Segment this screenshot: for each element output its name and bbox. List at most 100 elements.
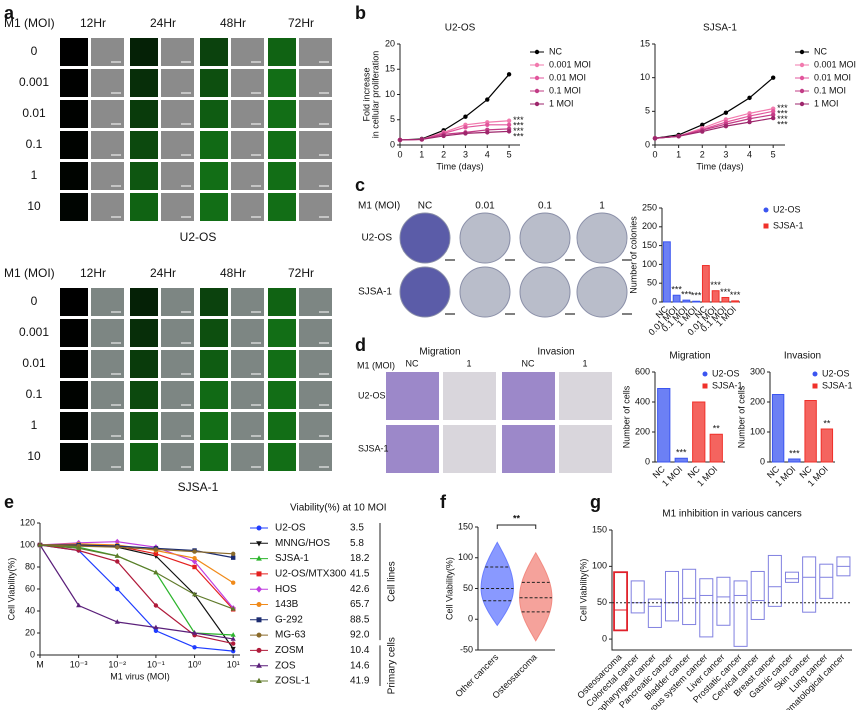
column-label: NC (522, 358, 535, 368)
data-point (770, 115, 776, 121)
legend-label: SJSA-1 (822, 380, 853, 390)
significance: *** (681, 289, 692, 299)
fluorescence-image (268, 443, 296, 471)
phase-image (91, 381, 124, 409)
fluorescence-image (60, 162, 88, 190)
legend-marker (799, 62, 805, 68)
fluorescence-image (268, 38, 296, 66)
y-tick-label: 200 (750, 396, 765, 406)
moi-label: 0.001 (19, 75, 49, 89)
legend-marker (534, 62, 540, 68)
grid-header: M1 (MOI) (4, 16, 55, 30)
significance: ** (513, 513, 521, 523)
series-line (39, 544, 234, 610)
axis-line (654, 44, 785, 146)
phase-image (161, 38, 194, 66)
data-point (700, 122, 705, 128)
data-point (230, 606, 236, 611)
y-tick-label: 15 (385, 64, 395, 74)
data-point (506, 118, 512, 123)
time-label: 48Hr (220, 16, 246, 30)
legend-label: ZOSM (275, 645, 304, 656)
data-point (485, 97, 490, 102)
series-line (399, 130, 510, 141)
data-point (192, 591, 198, 597)
bar (771, 394, 785, 463)
axis-line (399, 44, 520, 146)
moi-label: 0.01 (22, 106, 46, 120)
panel-label: c (355, 175, 365, 195)
violin (480, 541, 514, 627)
data-point (747, 95, 752, 101)
x-axis-label: Time (days) (696, 161, 743, 171)
dish-header: M1 (MOI) (358, 201, 400, 212)
legend-label: 0.01 MOI (549, 72, 586, 82)
phase-image (231, 319, 264, 347)
y-axis-label: Number of cells (736, 385, 746, 448)
fluorescence-image (200, 350, 228, 378)
y-tick-label: 200 (635, 426, 650, 436)
fluorescence-image (60, 69, 88, 97)
data-point (76, 602, 82, 608)
time-label: 48Hr (220, 266, 246, 280)
legend-value: 41.9 (350, 676, 370, 687)
x-tick-label: 0 (652, 149, 657, 159)
fluorescence-image (200, 193, 228, 221)
phase-image (161, 162, 194, 190)
y-axis-label: Number of colonies (628, 216, 638, 294)
range-box (613, 571, 628, 632)
x-tick-label: 3 (723, 149, 728, 159)
y-tick-label: 0 (645, 139, 650, 149)
phase-image (91, 162, 124, 190)
legend-marker (799, 75, 805, 81)
colony-dish (399, 212, 451, 264)
fluorescence-image (130, 381, 158, 409)
data-point (441, 133, 446, 139)
legend-value: 5.8 (350, 538, 364, 549)
legend-value: 41.5 (350, 569, 370, 580)
data-point (153, 603, 159, 608)
legend-marker (256, 617, 262, 623)
fluorescence-image (200, 319, 228, 347)
x-tick-label: 1 MOI (695, 464, 719, 488)
fluorescence-image (60, 38, 88, 66)
legend-marker (702, 371, 708, 377)
legend-label: NC (549, 46, 562, 56)
range-box (784, 571, 800, 583)
y-axis-label: Number of cells (621, 385, 631, 448)
legend-marker (256, 677, 262, 683)
x-tick-label: 10⁻³ (70, 659, 88, 669)
fluorescence-image (268, 162, 296, 190)
column-label: NC (406, 358, 419, 368)
bar (721, 296, 730, 303)
moi-label: 1 (31, 418, 38, 432)
bar (709, 433, 723, 463)
phase-image (299, 350, 332, 378)
panel-label: e (4, 492, 14, 512)
y-tick-label: 50 (647, 278, 657, 288)
x-tick-label: 1 MOI (660, 464, 684, 488)
significance: ** (713, 424, 721, 434)
data-point (747, 119, 752, 125)
range-box (664, 570, 680, 622)
fluorescence-image (130, 350, 158, 378)
time-label: 12Hr (80, 266, 106, 280)
fluorescence-image (268, 319, 296, 347)
data-point (723, 110, 729, 115)
series-line (39, 544, 234, 645)
fluorescence-image (200, 131, 228, 159)
y-tick-label: 80 (25, 561, 35, 571)
bar (711, 290, 720, 303)
legend-value: 42.6 (350, 584, 370, 595)
bar (662, 241, 671, 303)
legend-marker (256, 602, 262, 607)
fluorescence-image (200, 69, 228, 97)
data-point (230, 580, 236, 585)
phase-image (91, 193, 124, 221)
y-tick-label: 120 (20, 517, 35, 527)
data-point (153, 547, 159, 552)
data-point (770, 75, 776, 80)
data-point (192, 556, 197, 561)
series-line (40, 544, 234, 610)
